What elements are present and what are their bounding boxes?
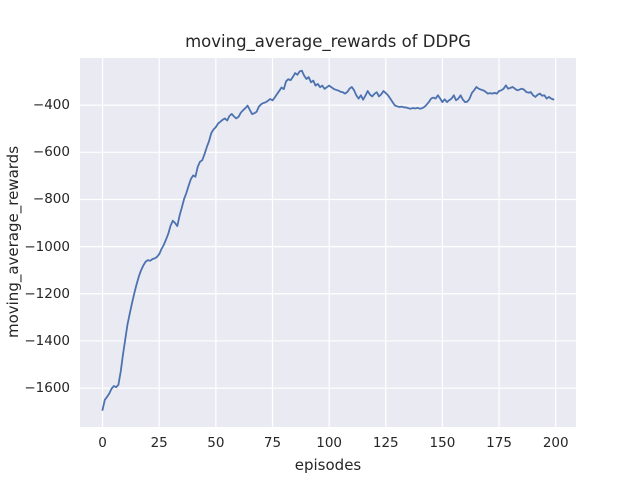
x-tick-label: 100 (316, 435, 343, 451)
x-tick-label: 50 (207, 435, 225, 451)
x-tick-label: 0 (98, 435, 107, 451)
x-tick-label: 125 (372, 435, 399, 451)
x-axis-tick-labels: 0 25 50 75 100 125 150 175 200 (0, 434, 640, 454)
x-tick-label: 25 (150, 435, 168, 451)
chart-title: moving_average_rewards of DDPG (185, 32, 471, 51)
line-chart (80, 58, 576, 427)
y-tick-label: −1400 (24, 332, 70, 349)
y-axis-label: moving_average_rewards (4, 145, 22, 339)
gridlines (80, 58, 576, 427)
y-tick-label: −1000 (24, 238, 70, 255)
x-axis-label: episodes (294, 456, 362, 474)
y-tick-label: −600 (32, 144, 70, 161)
y-tick-label: −800 (32, 191, 70, 208)
x-tick-label: 175 (486, 435, 512, 451)
y-tick-label: −1600 (24, 380, 70, 397)
y-axis-tick-labels: −400 −600 −800 −1000 −1200 −1400 −1600 (0, 0, 70, 480)
reward-line-series (101, 69, 555, 411)
y-tick-label: −400 (32, 97, 70, 114)
y-tick-label: −1200 (24, 285, 70, 302)
x-tick-label: 150 (429, 435, 456, 451)
plot-area (80, 58, 576, 427)
x-tick-label: 75 (263, 435, 282, 451)
x-tick-label: 200 (542, 435, 569, 451)
